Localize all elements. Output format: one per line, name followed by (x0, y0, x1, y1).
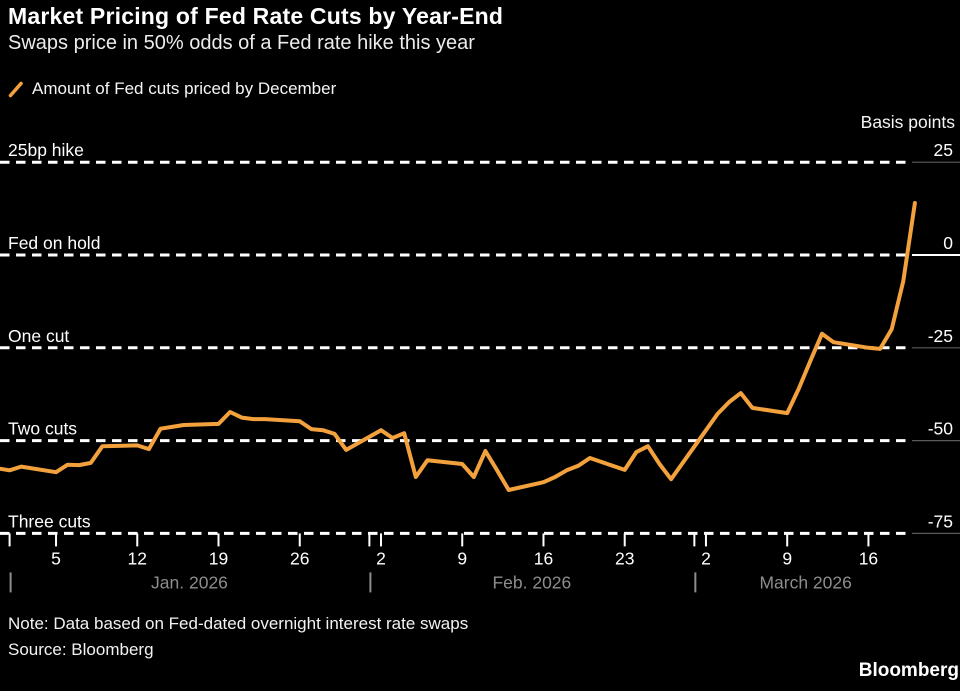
gridline-left-label: One cut (8, 326, 69, 346)
x-tick-label: 12 (128, 548, 147, 568)
x-tick-label: 2 (376, 548, 386, 568)
x-tick-label: 2 (701, 548, 711, 568)
x-tick-label: 9 (457, 548, 467, 568)
legend-label: Amount of Fed cuts priced by December (32, 79, 337, 98)
x-tick-label: 23 (615, 548, 634, 568)
x-tick-label: 19 (209, 548, 228, 568)
x-tick-label: 16 (859, 548, 878, 568)
gridline-left-label: Two cuts (8, 419, 77, 439)
month-label: Jan. 2026 (151, 572, 228, 592)
y-tick-label: 0 (943, 233, 953, 253)
y-tick-label: -75 (928, 511, 953, 531)
y-axis-unit-label: Basis points (860, 112, 955, 132)
x-tick-label: 9 (782, 548, 792, 568)
footnote: Note: Data based on Fed-dated overnight … (8, 614, 469, 633)
gridline-left-label: Three cuts (8, 511, 91, 531)
bloomberg-logo: Bloomberg (858, 660, 959, 681)
x-tick-label: 16 (534, 548, 553, 568)
source-label: Source: Bloomberg (8, 640, 154, 659)
series-line (0, 201, 917, 492)
month-label: Feb. 2026 (492, 572, 571, 592)
y-tick-label: 25 (934, 140, 953, 160)
y-tick-label: -50 (928, 419, 954, 439)
x-tick-label: 26 (290, 548, 309, 568)
x-tick-label: 5 (51, 548, 61, 568)
gridline-left-label: 25bp hike (8, 140, 84, 160)
chart-subtitle: Swaps price in 50% odds of a Fed rate hi… (8, 32, 475, 54)
legend-line-icon (8, 81, 23, 97)
gridline-left-label: Fed on hold (8, 233, 100, 253)
chart-title: Market Pricing of Fed Rate Cuts by Year-… (8, 3, 504, 29)
month-label: March 2026 (759, 572, 851, 592)
y-tick-label: -25 (928, 326, 953, 346)
legend: Amount of Fed cuts priced by December (8, 79, 336, 99)
